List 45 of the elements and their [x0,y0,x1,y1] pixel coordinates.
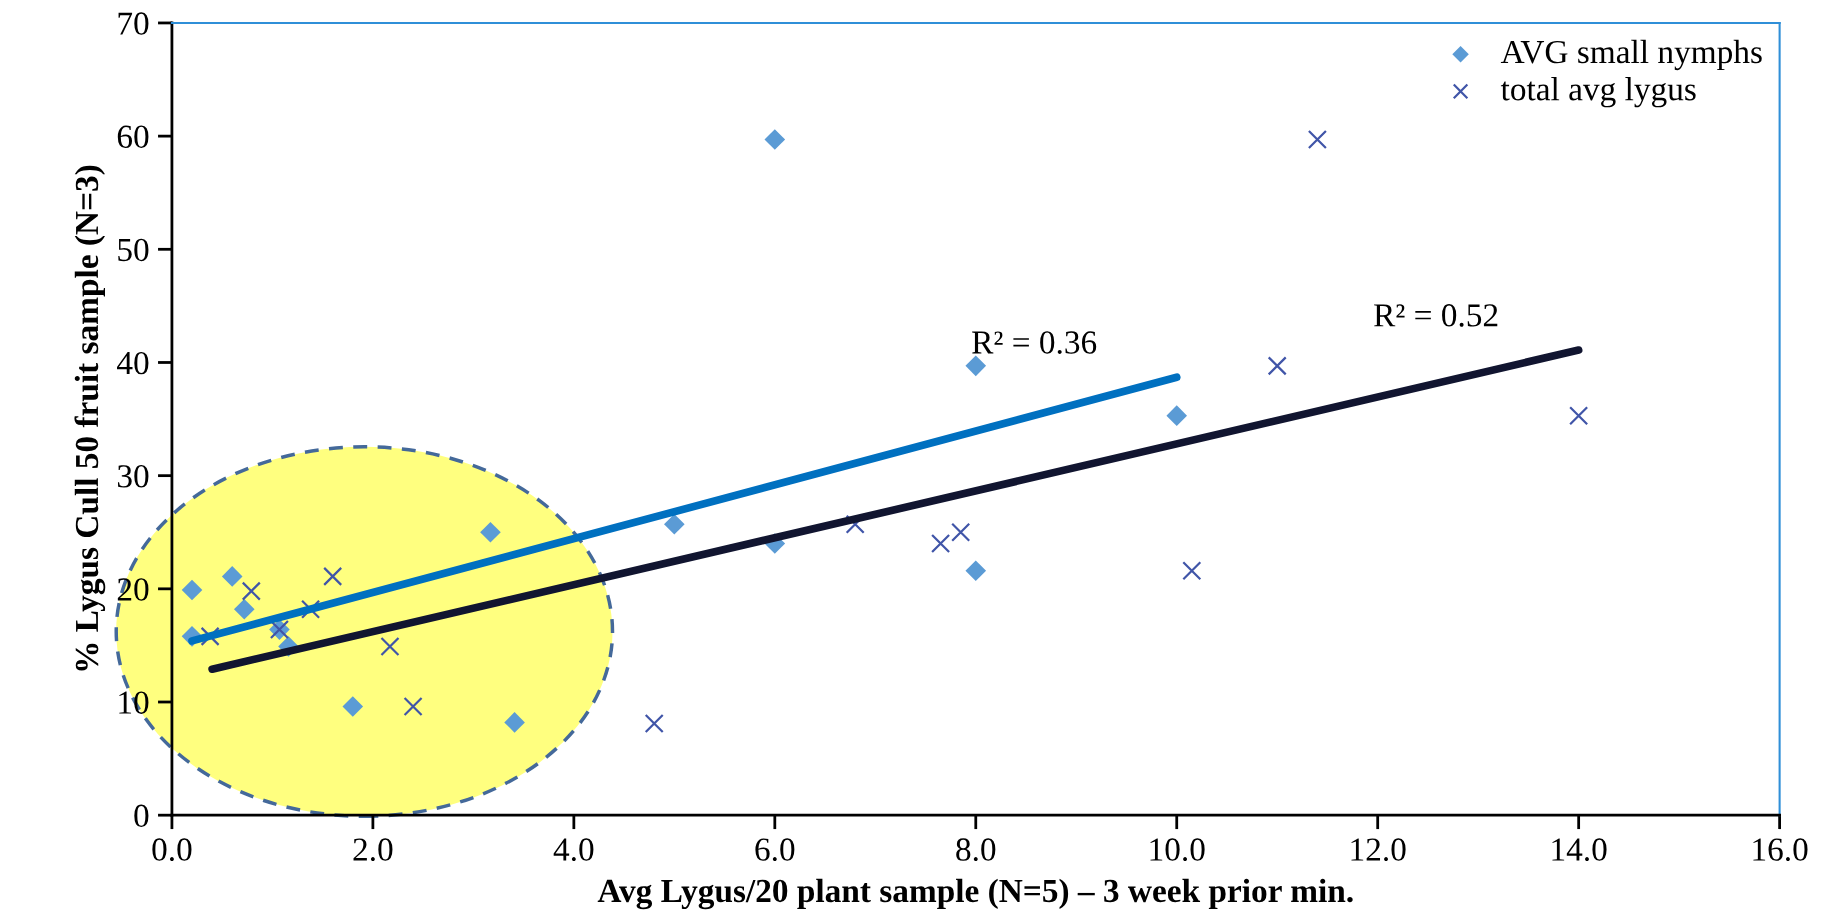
x-tick-label: 10.0 [1150,838,1205,862]
y-tick-label: 0 [134,804,149,828]
x-axis-title: Avg Lygus/20 plant sample (N=5) – 3 week prior min. [597,878,1353,910]
x-tick-label: 16.0 [1753,838,1808,862]
point [951,522,971,542]
point [1182,561,1202,581]
x-tick-label: 0.0 [152,838,192,862]
point [200,626,220,646]
y-tick-label: 30 [117,465,149,488]
y-tick-label: 50 [118,238,149,262]
y-tick-label: 40 [117,351,149,375]
point [1307,129,1328,150]
y-tick-label: 20 [117,578,149,601]
point [342,696,364,717]
point [664,514,685,535]
point [1267,356,1287,376]
point [323,566,343,586]
x-tick-label: 14.0 [1552,838,1607,862]
annotation: R² = 0.52 [1374,304,1498,327]
point [403,696,423,717]
legend-label: AVG small nymphs [1500,39,1762,71]
point [181,579,203,601]
point [764,129,786,150]
y-tick-label: 70 [118,12,149,35]
x-tick-label: 6.0 [755,838,795,862]
x-tick-label: 8.0 [956,838,996,862]
point [241,581,261,601]
point [1569,406,1589,426]
annotation: R² = 0.36 [972,331,1097,354]
point [1166,405,1188,426]
point [965,560,987,582]
x-tick-label: 12.0 [1351,838,1406,862]
point [221,566,243,587]
legend-label: total avg lygus [1500,77,1696,108]
point [380,636,400,657]
point [504,712,525,733]
point [930,533,951,554]
point [965,355,987,377]
point [480,521,501,543]
y-tick-label: 60 [117,125,149,149]
point [233,598,255,620]
x-tick-label: 2.0 [353,838,393,862]
y-axis-title: % Lygus Cull 50 fruit sample (N=3) [74,165,106,671]
point [644,713,664,734]
x-tick-label: 4.0 [553,838,594,862]
